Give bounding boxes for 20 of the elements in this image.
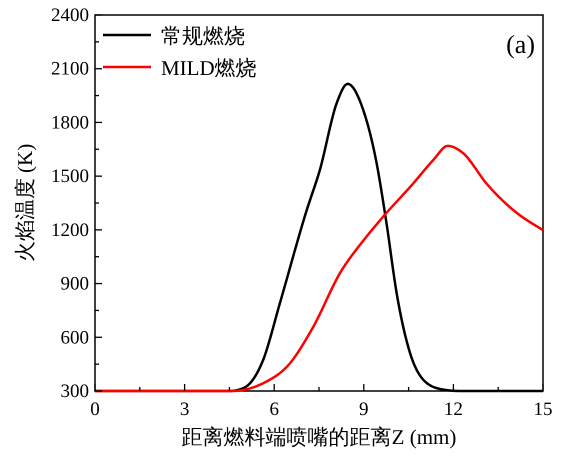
x-tick-label: 15 xyxy=(534,399,552,420)
y-tick-label: 2100 xyxy=(51,58,89,80)
y-tick-label: 900 xyxy=(60,274,89,295)
y-tick-label: 2400 xyxy=(51,5,89,26)
legend-label: 常规燃烧 xyxy=(161,24,245,48)
y-tick-label: 1200 xyxy=(51,220,89,241)
y-tick-label: 1500 xyxy=(51,166,89,188)
y-axis-title: 火焰温度 (K) xyxy=(13,144,37,262)
x-tick-label: 3 xyxy=(180,399,190,420)
line-series xyxy=(94,144,544,392)
x-axis-title: 距离燃料端喷嘴的距离Z (mm) xyxy=(182,425,456,449)
y-tick-label: 600 xyxy=(60,327,89,348)
x-tick-label: 12 xyxy=(444,399,463,420)
x-tick-label: 9 xyxy=(359,399,369,420)
y-tick-label: 300 xyxy=(60,381,89,402)
y-tick-label: 1800 xyxy=(51,112,89,134)
x-tick-label: 6 xyxy=(269,399,279,420)
legend-label: MILD燃烧 xyxy=(161,56,257,80)
x-tick-label: 0 xyxy=(90,399,100,420)
annotation: (a) xyxy=(506,30,535,59)
